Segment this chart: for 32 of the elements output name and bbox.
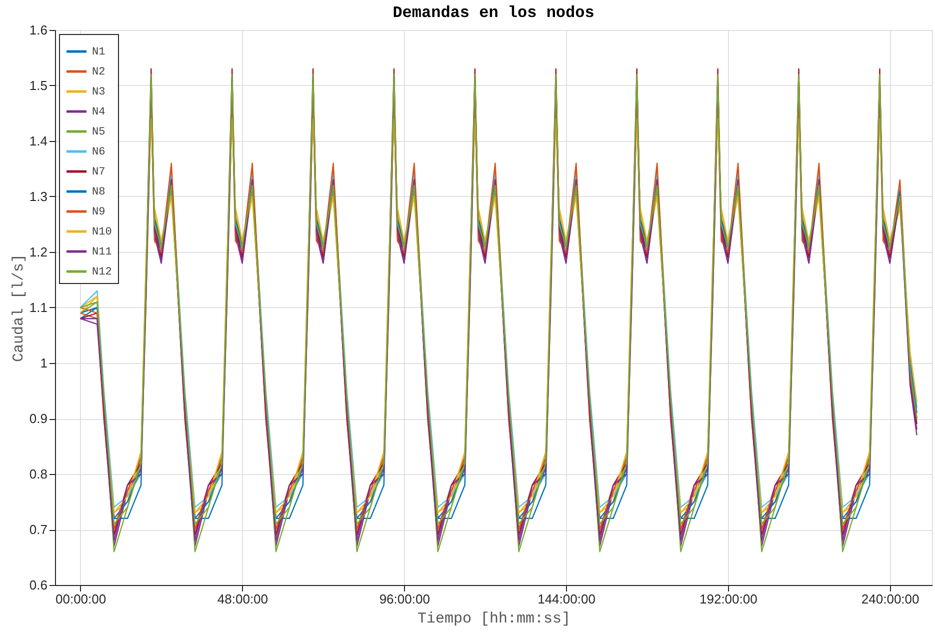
y-tick-label: 1.6	[29, 22, 48, 38]
x-tick-label: 48:00:00	[217, 592, 268, 606]
legend-label: N4	[92, 106, 106, 118]
legend-label: N12	[92, 266, 112, 278]
y-tick-label: 1.5	[29, 78, 48, 93]
legend-label: N9	[92, 206, 106, 218]
x-tick-label: 00:00:00	[55, 592, 106, 606]
legend-label: N5	[92, 126, 106, 138]
legend-label: N3	[92, 86, 106, 98]
legend-label: N7	[92, 166, 106, 178]
chart-title: Demandas en los nodos	[392, 4, 594, 22]
x-tick-label: 240:00:00	[861, 592, 920, 606]
legend-label: N2	[92, 66, 106, 78]
legend-label: N8	[92, 186, 106, 198]
y-tick-label: 0.9	[29, 411, 48, 426]
legend-label: N10	[92, 226, 112, 238]
y-tick-label: 1.2	[29, 244, 48, 260]
x-axis-title: Tiempo [hh:mm:ss]	[417, 610, 571, 628]
x-tick-label: 144:00:00	[538, 592, 596, 606]
y-tick-label: 0.6	[29, 578, 48, 592]
x-tick-label: 192:00:00	[700, 592, 758, 606]
legend-label: N1	[92, 46, 106, 58]
x-tick-label: 96:00:00	[379, 592, 430, 606]
legend-label: N11	[92, 246, 112, 258]
y-tick-label: 0.8	[29, 466, 48, 482]
y-tick-label: 0.7	[29, 522, 48, 537]
y-axis-title: Caudal [l/s]	[10, 254, 28, 362]
y-tick-label: 1.4	[29, 134, 48, 148]
y-tick-label: 1	[40, 356, 48, 370]
y-tick-label: 1.3	[29, 189, 48, 204]
y-tick-label: 1.1	[29, 300, 48, 315]
legend-label: N6	[92, 146, 106, 158]
